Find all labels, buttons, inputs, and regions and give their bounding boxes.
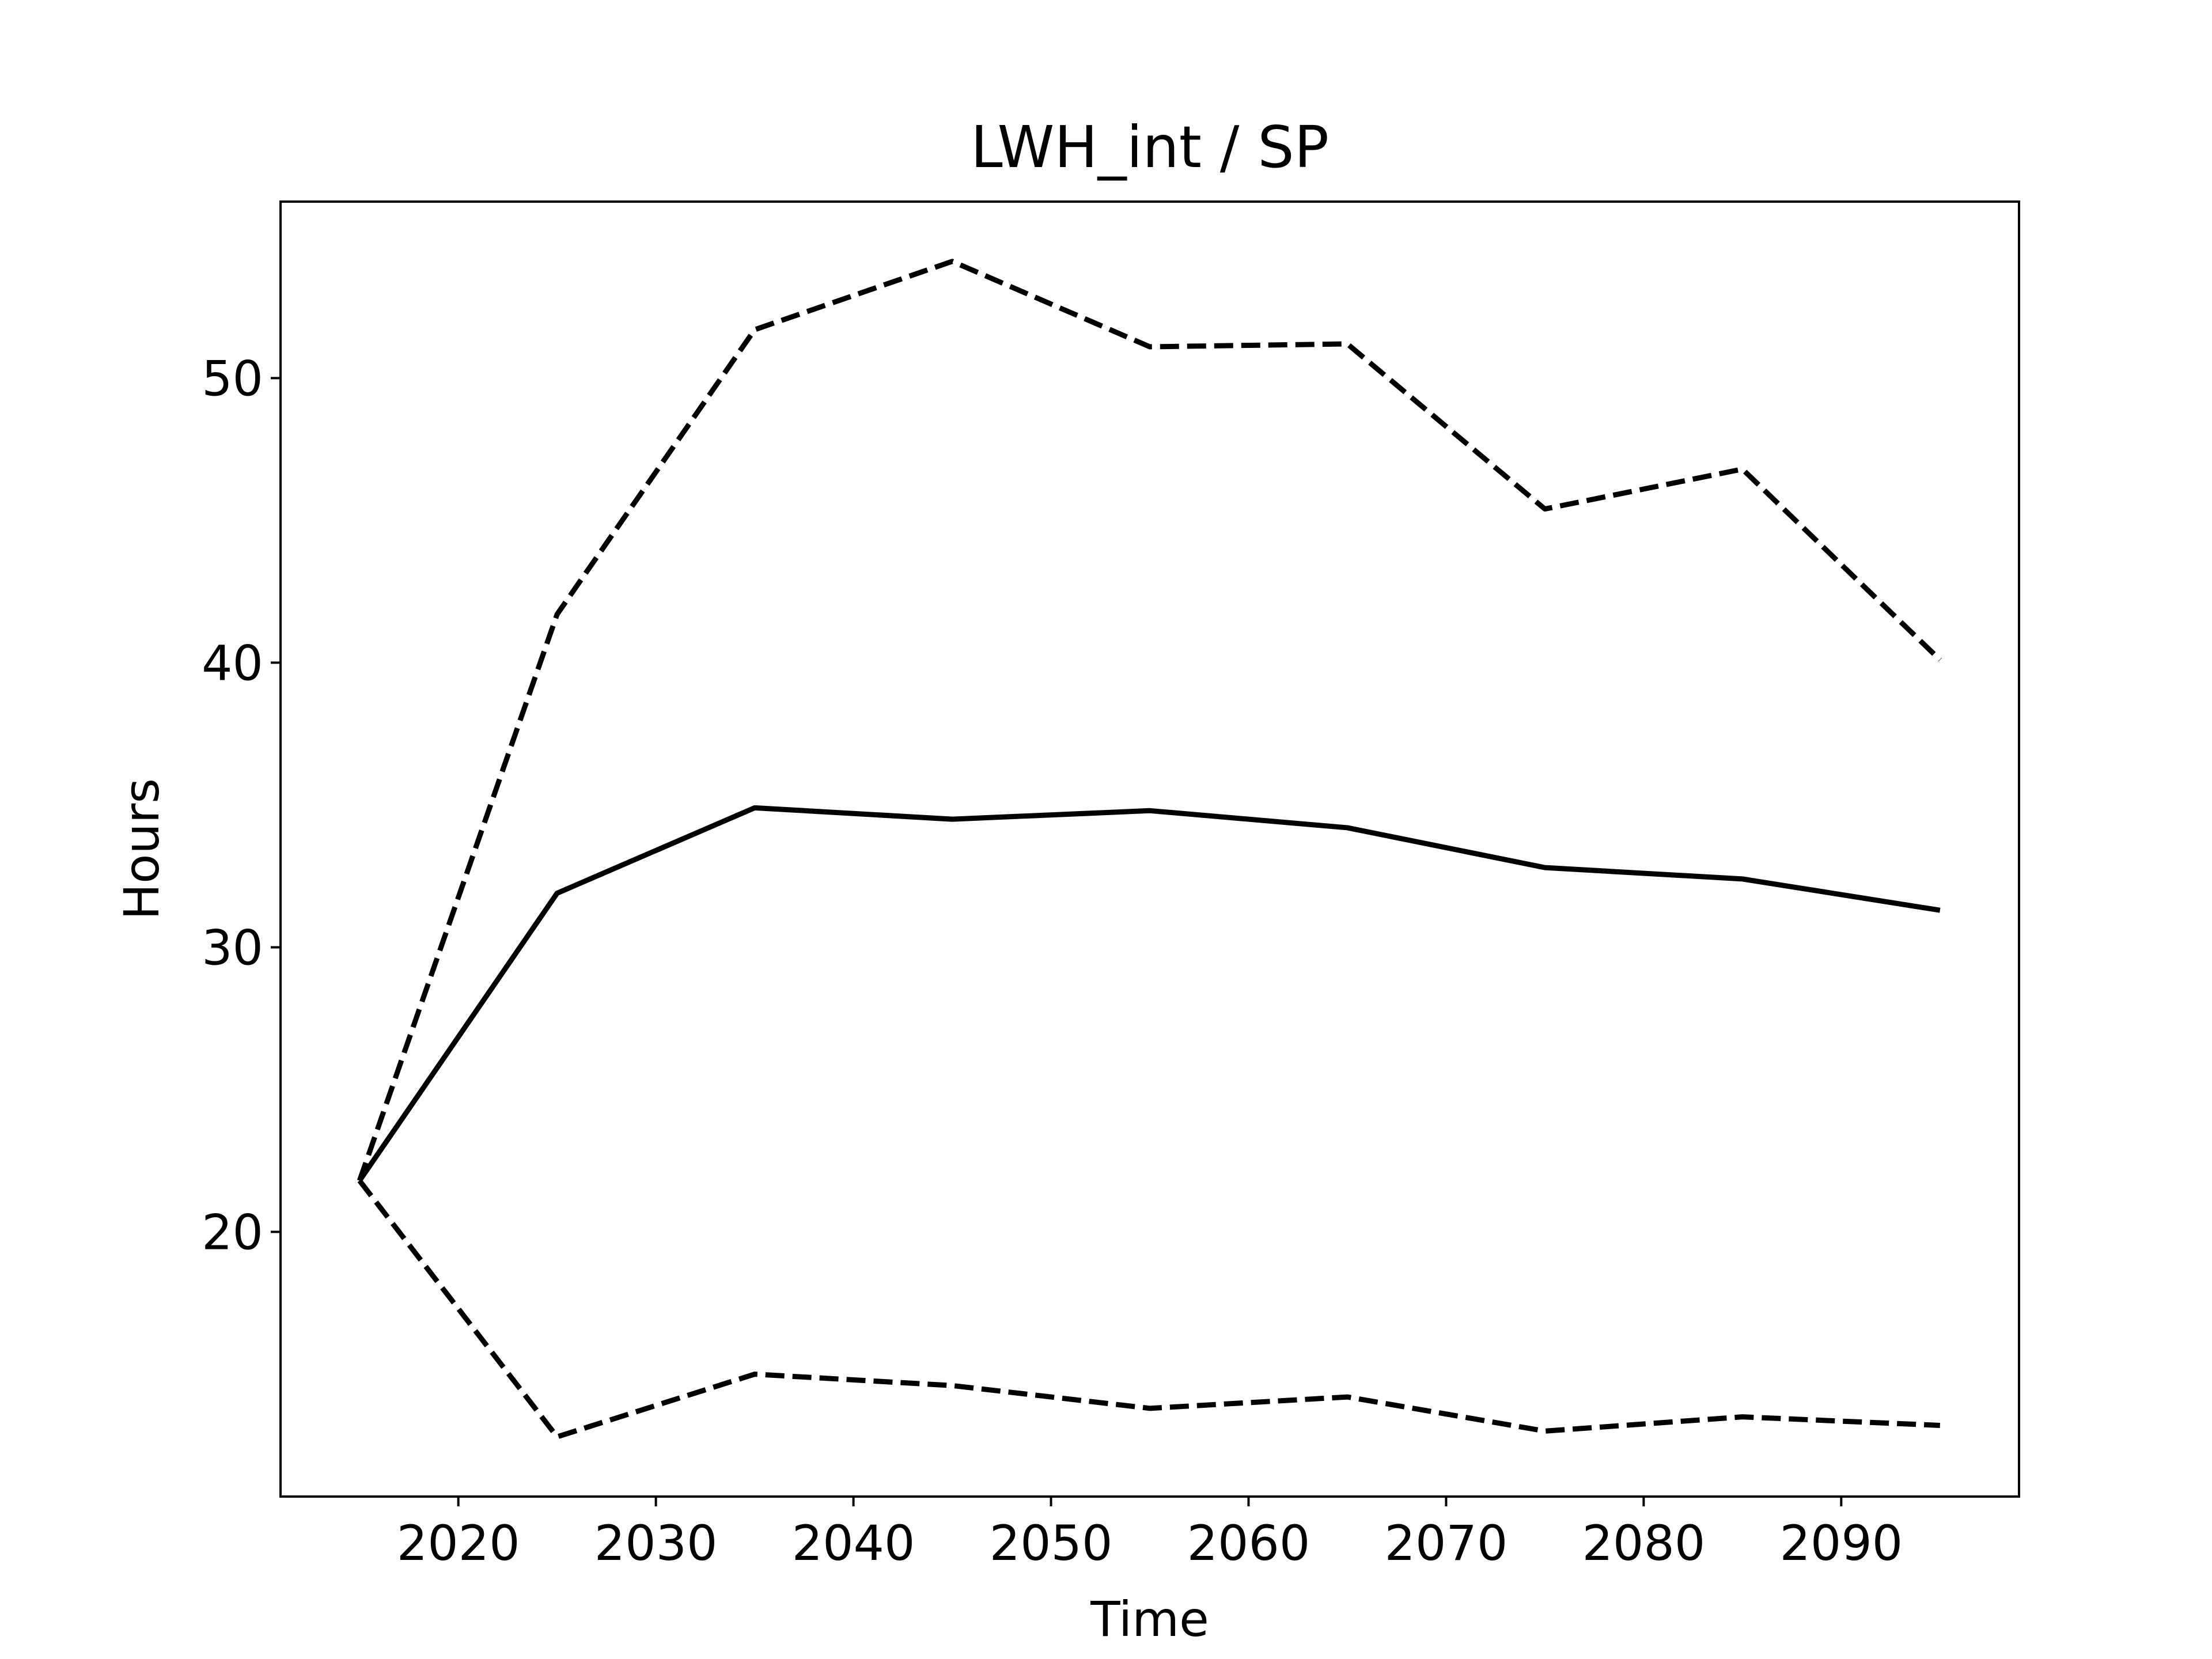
x-tick-label: 2080 <box>1582 1515 1705 1571</box>
line-series <box>357 259 1942 1182</box>
y-tick-label: 50 <box>202 350 263 407</box>
chart-title: LWH_int / SP <box>971 113 1329 181</box>
line-series <box>357 805 1941 1183</box>
x-tick-label: 2050 <box>990 1515 1113 1571</box>
y-axis-label: Hours <box>113 778 170 920</box>
x-tick-label: 2070 <box>1385 1515 1508 1571</box>
y-tick-label: 30 <box>202 919 263 976</box>
x-tick-label: 2060 <box>1187 1515 1310 1571</box>
plot-frame <box>279 200 2020 1498</box>
x-axis-label: Time <box>1090 1591 1209 1647</box>
x-tick-label: 2020 <box>397 1515 520 1571</box>
y-tick-label: 40 <box>202 635 263 691</box>
x-tick-label: 2030 <box>594 1515 718 1571</box>
line-series <box>357 1179 1941 1440</box>
x-tick-label: 2040 <box>792 1515 915 1571</box>
x-tick-label: 2090 <box>1779 1515 1903 1571</box>
y-tick-label: 20 <box>202 1205 263 1261</box>
